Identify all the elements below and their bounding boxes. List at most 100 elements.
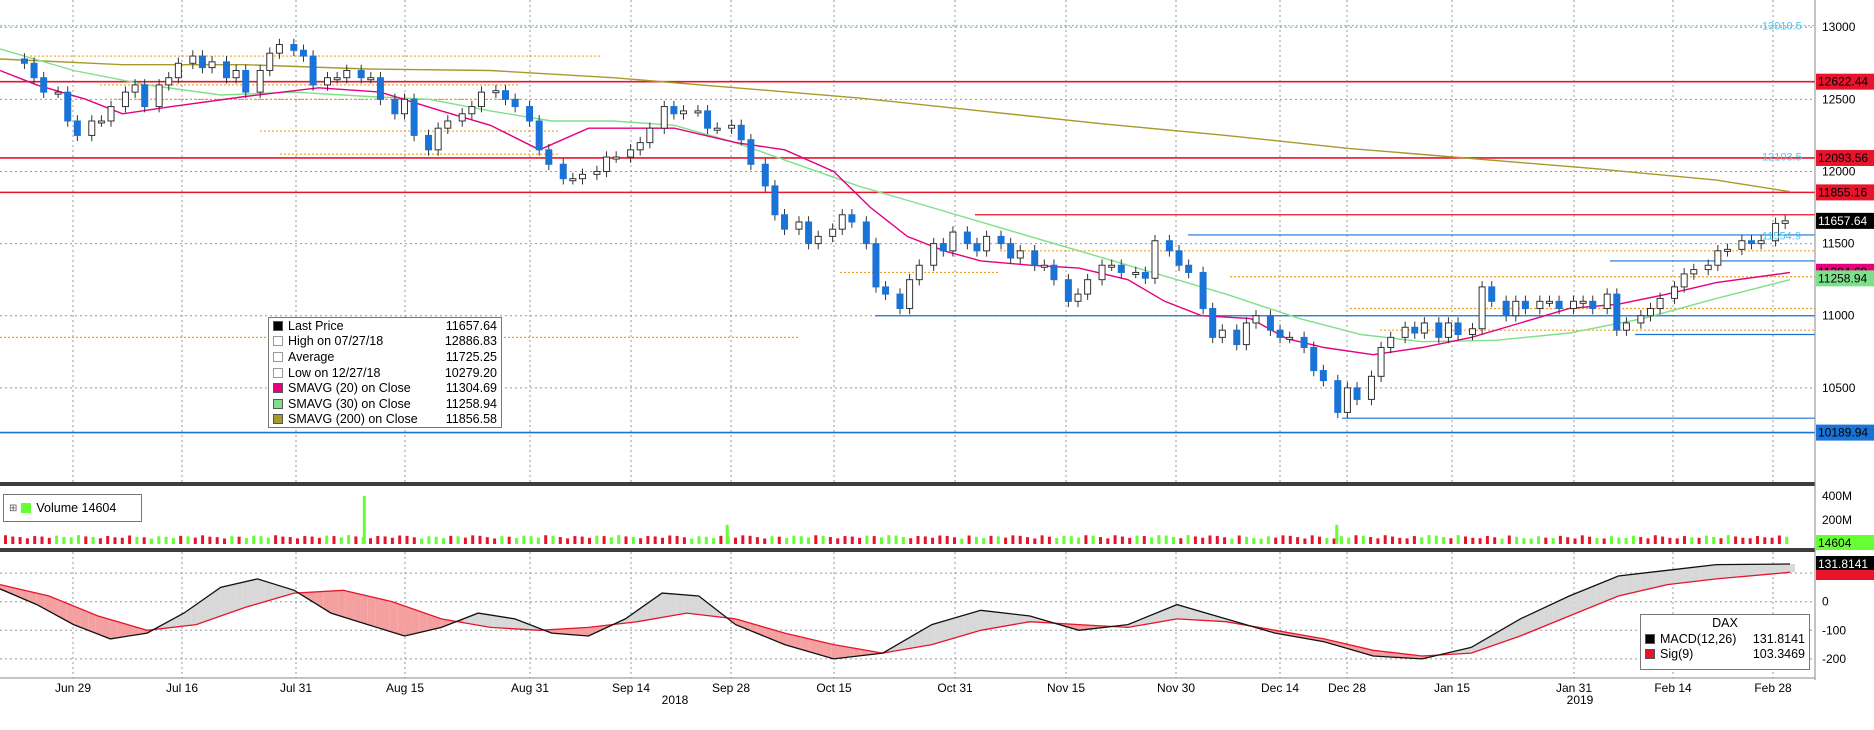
legend-swatch [273,320,283,331]
macd-fill [272,583,280,600]
macd-fill [36,593,45,609]
volume-bar [588,537,591,544]
macd-fill [765,627,773,640]
candle-body [324,77,332,86]
macd-fill [1713,564,1722,580]
candle-body [930,243,938,266]
x-tick-label: Aug 31 [511,681,549,695]
candle-body [1151,240,1159,279]
volume-bar [799,536,803,544]
volume-bar [1354,535,1358,544]
candle-body [1704,264,1712,271]
candle-body [838,214,846,230]
volume-bar [113,537,117,544]
volume-bar [1493,537,1497,544]
price-badge: 11258.94 [1818,271,1867,285]
macd-fill [1029,616,1038,623]
macd-fill [1382,651,1391,657]
candle-body [1132,271,1140,275]
macd-fill [389,601,398,634]
candle-body [511,98,519,108]
macd-fill [772,629,780,643]
volume-bar [1573,538,1577,544]
candle-body [30,62,38,79]
macd-fill [73,606,81,628]
candle-body [1656,297,1664,310]
macd-fill [1750,564,1759,576]
volume-bar [11,536,15,544]
macd-legend: DAX MACD(12,26) 131.8141 Sig(9) 103.3469 [1640,614,1810,670]
macd-fill [1772,564,1781,574]
y-tick-label: 12000 [1822,164,1856,178]
macd-fill [66,603,74,625]
macd-fill [411,608,420,635]
candle-body [502,90,510,100]
macd-fill [713,607,721,618]
macd-fill [971,611,979,634]
candle-body [559,163,567,180]
macd-fill [1559,597,1567,620]
volume-bar [1172,536,1175,544]
macd-fill [1721,564,1729,579]
candle-body [391,98,399,115]
candle-body [1401,326,1409,338]
candle-body [1444,322,1452,338]
macd-fill [367,596,376,627]
expand-icon[interactable]: ⊞ [9,502,18,514]
macd-fill [1456,649,1464,654]
macd-fill [588,626,596,636]
macd-fill [809,638,817,654]
volume-bar [186,536,190,544]
candle-body [997,235,1005,245]
x-tick-label: Jan 15 [1434,681,1470,695]
macd-fill [573,627,582,636]
candle-body [1579,300,1587,304]
macd-fill [338,590,346,618]
volume-bar [682,537,686,544]
volume-bar [1208,535,1212,544]
candle-body [1175,250,1183,266]
macd-fill [1191,608,1200,621]
volume-bar [1106,538,1110,544]
volume-bar [894,535,898,544]
level-badge-bg [1816,184,1874,201]
x-tick-label: Dec 28 [1328,681,1366,695]
volume-bar [1266,536,1270,544]
macd-fill [1640,572,1648,591]
candle-body [1622,322,1630,331]
macd-fill [993,611,1001,629]
macd-fill [1066,623,1074,629]
x-tick-label: Aug 15 [386,681,424,695]
candle-body [242,69,250,93]
volume-bar [1252,538,1256,544]
candle-body [612,156,620,160]
volume-bar [580,536,584,544]
candle-body [704,110,712,129]
volume-bar [1347,537,1351,544]
macd-tick-label: -100 [1822,623,1846,637]
x-tick-label: Jul 31 [280,681,312,695]
candle-body [1064,279,1072,302]
candle-body [1286,336,1294,340]
macd-fill [801,637,810,652]
volume-bar [120,537,124,544]
volume-bar [1544,537,1548,544]
macd-fill [29,591,37,605]
macd-fill [191,602,199,626]
sma200-line [0,58,1791,193]
macd-fill [1199,611,1207,621]
volume-bar [1325,538,1329,544]
volume-badge: 14604 [1818,536,1852,550]
candle-body [189,55,197,64]
volume-bar [427,536,431,544]
volume-bar [128,535,132,544]
volume-bar [69,537,73,544]
legend-swatch [273,383,283,394]
candle-body [1209,308,1217,338]
volume-bar [1018,535,1022,544]
volume-bar [1558,535,1562,544]
volume-bar [661,537,664,544]
macd-fill [169,617,177,628]
macd-fill [375,597,383,630]
candle-body [107,106,115,122]
